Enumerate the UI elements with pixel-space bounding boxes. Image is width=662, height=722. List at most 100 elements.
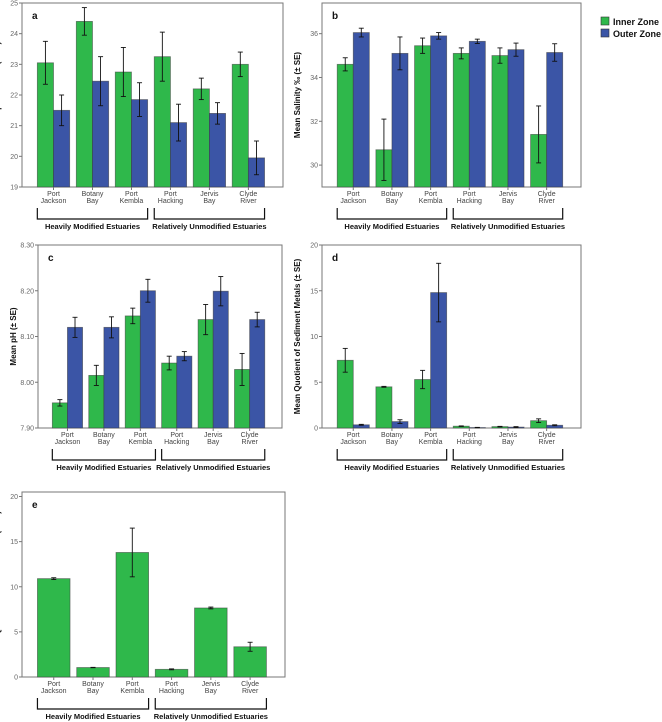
- y-tick-label: 19: [10, 185, 18, 192]
- y-axis-label: Mean pH (± SE): [9, 307, 18, 366]
- x-tick-label: Port: [170, 432, 183, 439]
- group-bracket: [36, 698, 150, 710]
- bar-inner-zone: [231, 63, 249, 188]
- group-label: Heavily Modified Estuaries: [45, 222, 140, 231]
- bar-outer-zone: [468, 40, 486, 188]
- x-tick-label: Port: [61, 432, 74, 439]
- x-tick-label: Port: [424, 432, 437, 439]
- group-bracket: [36, 208, 149, 220]
- y-tick-label: 10: [310, 334, 318, 341]
- x-tick-label: Jervis: [202, 681, 221, 688]
- x-tick-label: Clyde: [241, 432, 259, 439]
- y-axis-label: Mean Quotient of Sediment Metals (± SE): [293, 258, 302, 414]
- x-tick-label: Kembla: [128, 439, 152, 446]
- panel-label: e: [32, 500, 38, 511]
- x-tick-label: Port: [347, 191, 360, 198]
- y-tick-label: 0: [14, 675, 18, 682]
- x-tick-label: River: [242, 688, 259, 695]
- bar-inner-zone: [192, 88, 210, 188]
- group-bracket: [154, 698, 268, 710]
- x-tick-label: Port: [126, 681, 139, 688]
- group-bracket: [161, 449, 266, 461]
- x-tick-label: Bay: [502, 439, 515, 446]
- bar-outer-zone: [430, 35, 448, 188]
- x-tick-label: Kembla: [419, 198, 443, 205]
- x-tick-label: Hacking: [159, 688, 184, 695]
- x-tick-label: Bay: [502, 198, 515, 205]
- legend-swatch: [600, 28, 610, 38]
- group-bracket: [336, 208, 448, 220]
- bar-inner-zone: [124, 315, 141, 429]
- y-tick-label: 15: [310, 288, 318, 295]
- y-tick-label: 15: [10, 539, 18, 546]
- x-tick-label: Bay: [386, 439, 399, 446]
- y-tick-label: 0: [314, 426, 318, 433]
- x-tick-label: Hacking: [158, 198, 183, 205]
- y-tick-label: 20: [310, 243, 318, 250]
- y-axis-label: Mean Salinity ‰ (± SE): [293, 52, 302, 139]
- bar-outer-zone: [212, 290, 229, 429]
- x-tick-label: Port: [347, 432, 360, 439]
- y-tick-label: 10: [10, 584, 18, 591]
- panel-d: 0 5 10 15 20 Mean Quotient of Sediment Metals…: [293, 243, 582, 472]
- x-tick-label: Botany: [381, 432, 403, 439]
- group-label: Relatively Unmodified Estuaries: [154, 712, 268, 721]
- x-tick-label: Botany: [82, 681, 104, 688]
- y-tick-label: 5: [14, 629, 18, 636]
- plot-frame: [321, 244, 582, 429]
- x-tick-label: Bay: [86, 198, 99, 205]
- panel-label: b: [332, 11, 338, 22]
- bar-outer-zone: [139, 290, 156, 429]
- y-tick-label: 20: [10, 154, 18, 161]
- y-tick-label: 8.30: [20, 243, 34, 250]
- x-tick-label: Kembla: [120, 198, 144, 205]
- legend: Inner Zone Outer Zone: [600, 16, 661, 39]
- x-tick-label: Botany: [381, 191, 403, 198]
- y-tick-label: 8.20: [20, 288, 34, 295]
- y-tick-label: 8.00: [20, 380, 34, 387]
- y-tick-label: 24: [10, 31, 18, 38]
- bar-inner-zone: [414, 45, 432, 188]
- x-tick-label: Port: [165, 681, 178, 688]
- bar-inner-zone: [37, 578, 71, 678]
- panel-a: 19 20 21 22 23 24 25 Mean Temperature °C (± SE)…: [0, 1, 284, 231]
- x-tick-label: Port: [463, 191, 476, 198]
- x-tick-label: Jackson: [41, 688, 67, 695]
- bar-outer-zone: [352, 32, 370, 188]
- y-tick-label: 25: [10, 1, 18, 8]
- y-axis-label: Mean Temperature °C (± SE): [0, 41, 2, 148]
- x-tick-label: River: [538, 198, 555, 205]
- y-tick-label: 20: [10, 494, 18, 501]
- y-tick-label: 34: [310, 75, 318, 82]
- x-tick-label: Jackson: [55, 439, 81, 446]
- x-tick-label: Kembla: [419, 439, 443, 446]
- group-label: Heavily Modified Estuaries: [45, 712, 140, 721]
- x-tick-label: Bay: [205, 688, 218, 695]
- bar-inner-zone: [375, 386, 393, 429]
- x-tick-label: Botany: [82, 191, 104, 198]
- x-tick-label: Kembla: [120, 688, 144, 695]
- x-tick-label: Port: [164, 191, 177, 198]
- x-tick-label: Jervis: [204, 432, 223, 439]
- y-tick-label: 8.10: [20, 334, 34, 341]
- group-label: Heavily Modified Estuaries: [56, 463, 151, 472]
- y-tick-label: 21: [10, 123, 18, 130]
- x-tick-label: Port: [424, 191, 437, 198]
- x-tick-label: Port: [125, 191, 138, 198]
- y-tick-label: 5: [314, 380, 318, 387]
- panel-label: c: [48, 253, 54, 264]
- group-label: Relatively Unmodified Estuaries: [451, 463, 565, 472]
- bar-inner-zone: [75, 20, 93, 188]
- x-tick-label: River: [538, 439, 555, 446]
- x-tick-label: Hacking: [457, 439, 482, 446]
- x-tick-label: Port: [47, 191, 60, 198]
- x-tick-label: Bay: [87, 688, 100, 695]
- x-tick-label: Clyde: [538, 432, 556, 439]
- bar-inner-zone: [197, 319, 214, 429]
- group-bracket: [452, 449, 564, 461]
- bar-inner-zone: [194, 607, 228, 678]
- x-tick-label: Botany: [93, 432, 115, 439]
- y-tick-label: 7.90: [20, 426, 34, 433]
